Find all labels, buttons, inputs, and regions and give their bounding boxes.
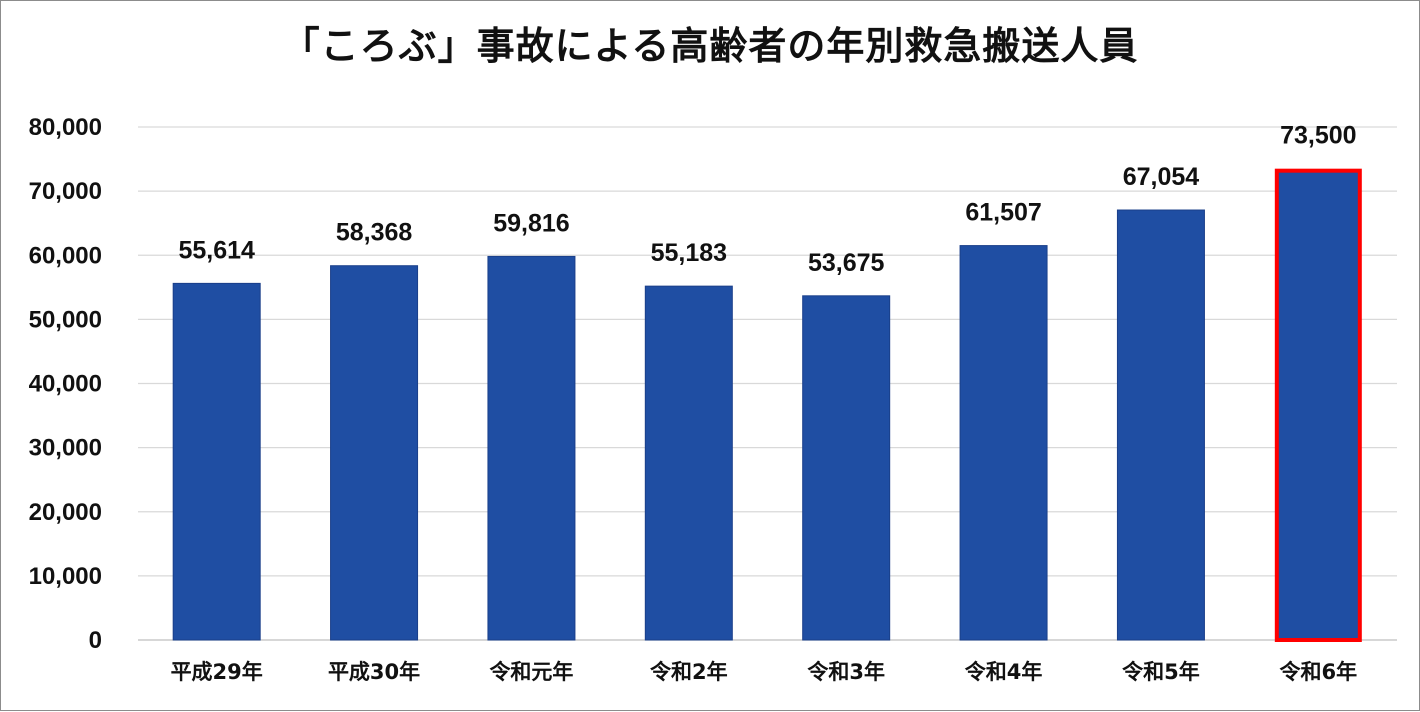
y-tick-label: 70,000 xyxy=(29,178,102,205)
y-tick-label: 50,000 xyxy=(29,306,102,333)
y-tick-label: 10,000 xyxy=(29,563,102,590)
bar xyxy=(487,255,576,641)
x-tick-label: 令和3年 xyxy=(807,660,885,684)
bar xyxy=(330,265,419,641)
x-tick-label: 平成29年 xyxy=(171,660,263,684)
y-tick-label: 60,000 xyxy=(29,242,102,269)
y-tick-label: 20,000 xyxy=(29,499,102,526)
value-label: 73,500 xyxy=(1280,122,1356,150)
bars xyxy=(172,168,1362,642)
gridlines xyxy=(138,126,1397,641)
y-tick-label: 80,000 xyxy=(29,114,102,141)
bar xyxy=(1116,209,1205,641)
value-label: 61,507 xyxy=(965,199,1041,227)
y-axis-ticks: 0 10,000 20,000 30,000 40,000 50,000 60,000 70,… xyxy=(29,114,102,654)
bar xyxy=(172,282,261,641)
value-labels: 55,614 58,368 59,816 55,183 53,675 61,507 67,0… xyxy=(178,122,1356,277)
bar xyxy=(959,245,1048,641)
x-tick-label: 令和2年 xyxy=(650,660,728,684)
value-label: 55,183 xyxy=(651,239,727,267)
x-tick-label: 令和6年 xyxy=(1280,660,1358,684)
x-tick-label: 令和4年 xyxy=(965,660,1043,684)
bar-highlighted xyxy=(1274,168,1362,642)
bar xyxy=(644,285,733,641)
value-label: 55,614 xyxy=(178,236,255,264)
chart-title: 「ころぶ」事故による高齢者の年別救急搬送人員 xyxy=(281,24,1139,68)
value-label: 53,675 xyxy=(808,249,885,277)
y-tick-label: 30,000 xyxy=(29,435,102,462)
x-tick-label: 令和5年 xyxy=(1122,660,1200,684)
y-tick-label: 40,000 xyxy=(29,371,102,398)
x-tick-label: 令和元年 xyxy=(489,660,573,684)
bar xyxy=(802,295,891,641)
value-label: 58,368 xyxy=(336,219,413,247)
x-tick-label: 平成30年 xyxy=(328,660,420,684)
value-label: 59,816 xyxy=(493,209,569,237)
category-labels: 平成29年 平成30年 令和元年 令和2年 令和3年 令和4年 令和5年 令和6年 xyxy=(171,660,1358,684)
y-tick-label: 0 xyxy=(89,627,102,654)
value-label: 67,054 xyxy=(1123,163,1200,191)
